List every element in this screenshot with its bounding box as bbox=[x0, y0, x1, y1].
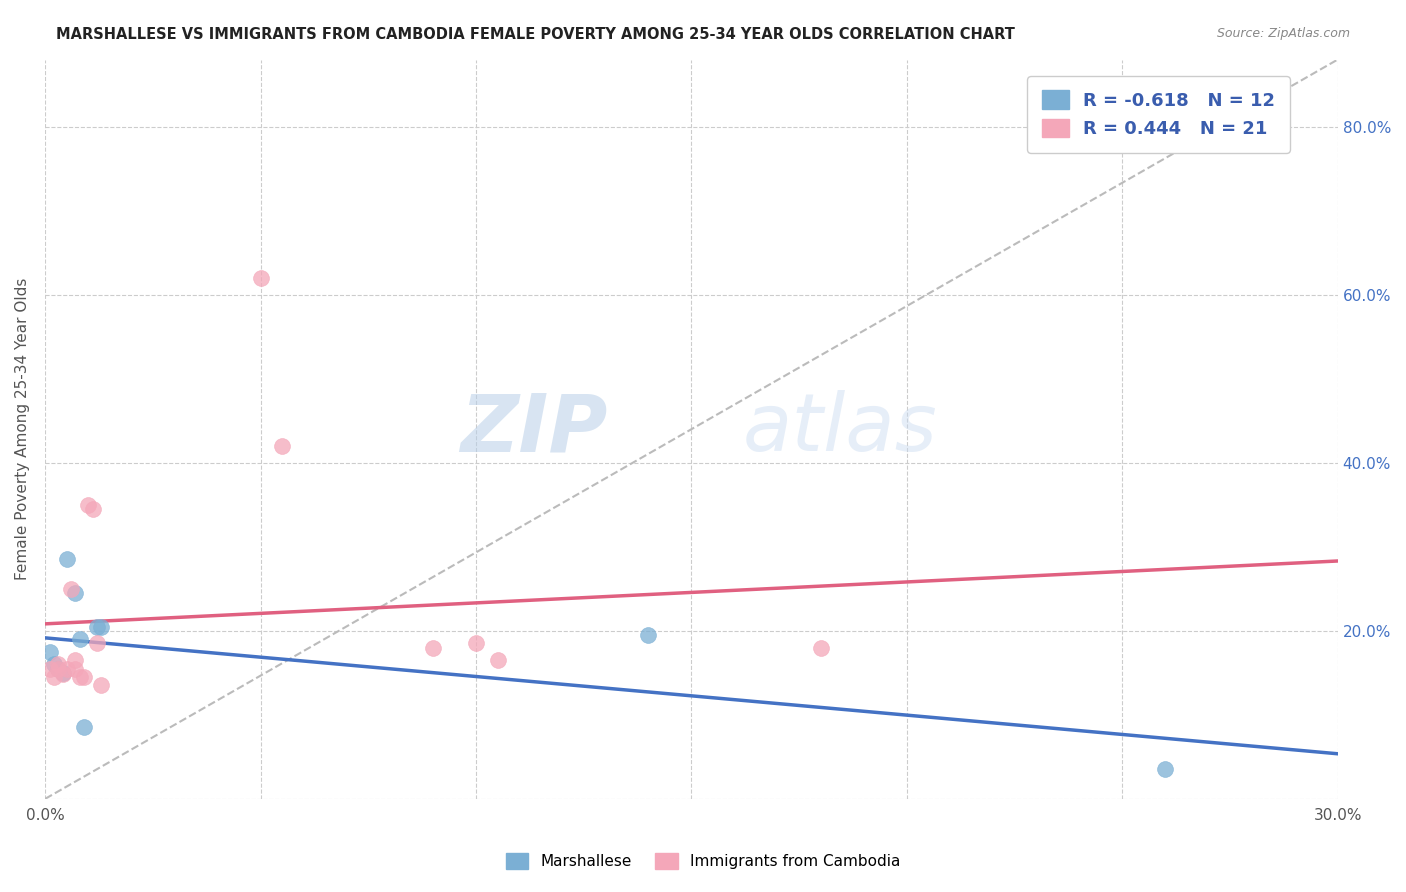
Point bbox=[465, 636, 488, 650]
Point bbox=[82, 502, 104, 516]
Point bbox=[486, 653, 509, 667]
Point bbox=[90, 678, 112, 692]
Point bbox=[637, 628, 659, 642]
Text: ZIP: ZIP bbox=[460, 390, 607, 468]
Point bbox=[422, 640, 444, 655]
Point bbox=[86, 619, 108, 633]
Text: Source: ZipAtlas.com: Source: ZipAtlas.com bbox=[1216, 27, 1350, 40]
Point bbox=[38, 645, 60, 659]
Point bbox=[73, 720, 96, 734]
Point bbox=[271, 439, 294, 453]
Point bbox=[46, 657, 69, 672]
Point bbox=[56, 662, 79, 676]
Point bbox=[65, 586, 87, 600]
Point bbox=[42, 670, 65, 684]
Point bbox=[1154, 763, 1177, 777]
Point bbox=[65, 662, 87, 676]
Y-axis label: Female Poverty Among 25-34 Year Olds: Female Poverty Among 25-34 Year Olds bbox=[15, 278, 30, 581]
Point bbox=[46, 662, 69, 676]
Point bbox=[51, 665, 73, 680]
Point bbox=[51, 667, 73, 681]
Legend: Marshallese, Immigrants from Cambodia: Marshallese, Immigrants from Cambodia bbox=[499, 847, 907, 875]
Point bbox=[249, 271, 271, 285]
Point bbox=[73, 670, 96, 684]
Point bbox=[56, 552, 79, 566]
Point bbox=[86, 636, 108, 650]
Point bbox=[90, 619, 112, 633]
Point bbox=[69, 632, 91, 647]
Text: MARSHALLESE VS IMMIGRANTS FROM CAMBODIA FEMALE POVERTY AMONG 25-34 YEAR OLDS COR: MARSHALLESE VS IMMIGRANTS FROM CAMBODIA … bbox=[56, 27, 1015, 42]
Point bbox=[65, 653, 87, 667]
Point bbox=[810, 640, 832, 655]
Point bbox=[77, 498, 100, 512]
Point bbox=[46, 662, 69, 676]
Point bbox=[42, 657, 65, 672]
Point bbox=[38, 662, 60, 676]
Text: atlas: atlas bbox=[744, 390, 938, 468]
Legend: R = -0.618   N = 12, R = 0.444   N = 21: R = -0.618 N = 12, R = 0.444 N = 21 bbox=[1028, 76, 1289, 153]
Point bbox=[60, 582, 83, 596]
Point bbox=[69, 670, 91, 684]
